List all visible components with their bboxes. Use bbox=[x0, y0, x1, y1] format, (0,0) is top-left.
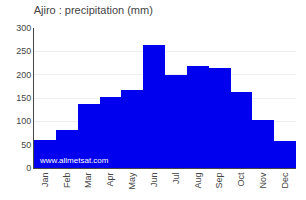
svg-text:250: 250 bbox=[16, 46, 31, 56]
svg-text:150: 150 bbox=[16, 93, 31, 103]
svg-text:Ajiro : precipitation (mm): Ajiro : precipitation (mm) bbox=[34, 4, 153, 16]
svg-text:Jun: Jun bbox=[149, 173, 159, 188]
svg-text:0: 0 bbox=[26, 163, 31, 173]
svg-text:50: 50 bbox=[21, 140, 31, 150]
svg-text:Mar: Mar bbox=[84, 173, 94, 189]
svg-text:Sep: Sep bbox=[215, 173, 225, 189]
svg-text:Nov: Nov bbox=[258, 172, 268, 189]
svg-text:Apr: Apr bbox=[105, 173, 115, 187]
svg-text:May: May bbox=[127, 172, 137, 190]
svg-text:Jul: Jul bbox=[171, 173, 181, 185]
svg-text:100: 100 bbox=[16, 116, 31, 126]
svg-text:Jan: Jan bbox=[40, 173, 50, 188]
svg-text:www.allmetsat.com: www.allmetsat.com bbox=[39, 156, 109, 165]
svg-text:Feb: Feb bbox=[62, 173, 72, 189]
svg-text:200: 200 bbox=[16, 70, 31, 80]
svg-text:Dec: Dec bbox=[280, 172, 290, 189]
svg-text:300: 300 bbox=[16, 23, 31, 33]
svg-text:Aug: Aug bbox=[193, 173, 203, 189]
svg-text:Oct: Oct bbox=[236, 172, 246, 187]
